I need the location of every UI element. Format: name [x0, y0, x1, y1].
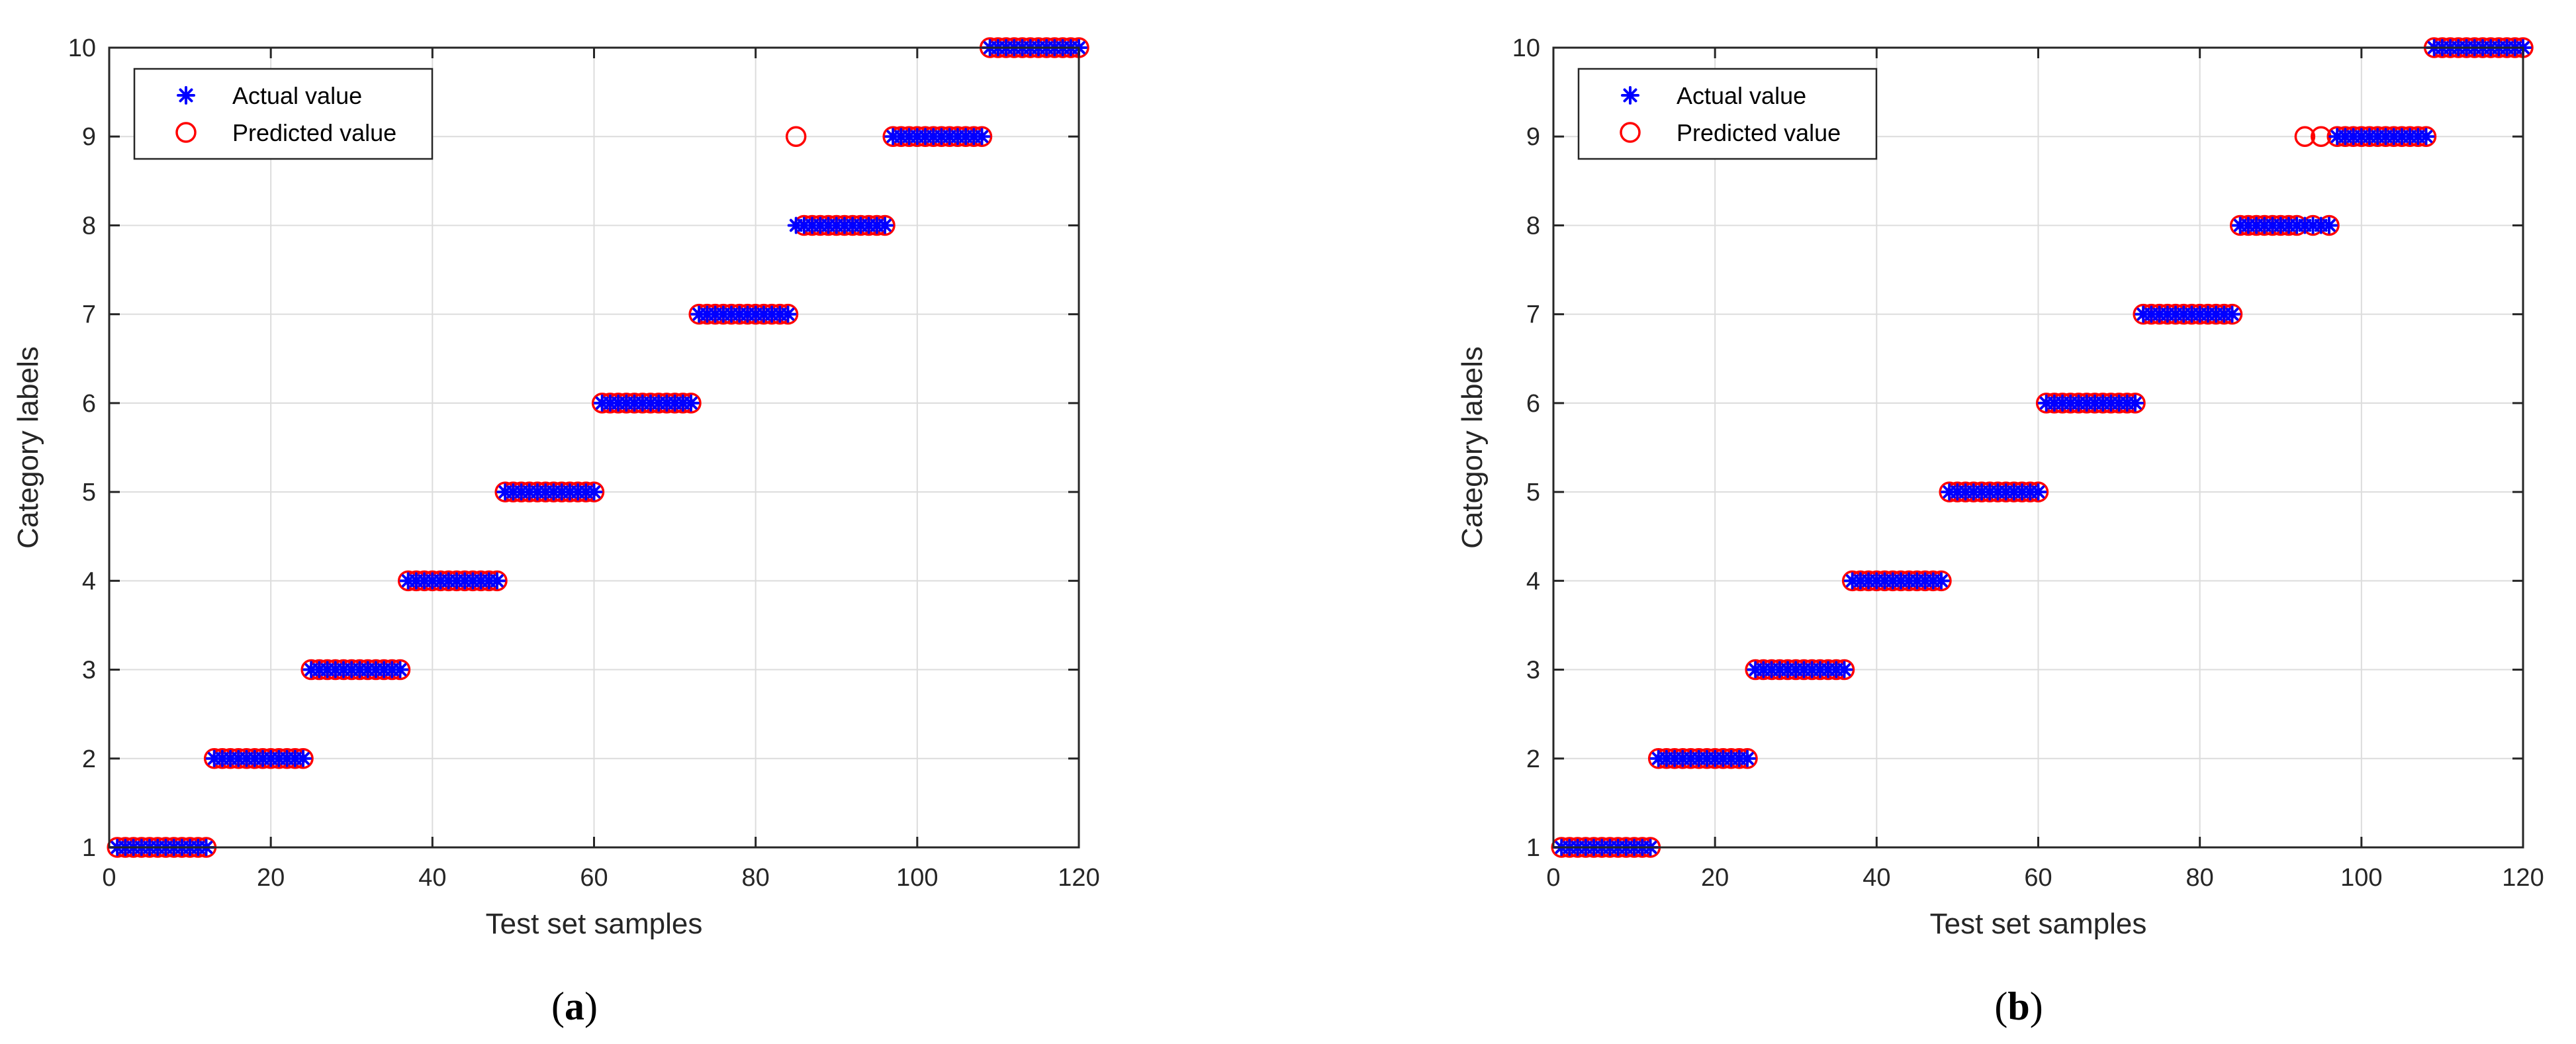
predicted-point — [2294, 126, 2316, 147]
legend-label: Actual value — [232, 82, 362, 109]
legend: Actual value Predicted value — [1577, 68, 1878, 160]
legend-marker-asterisk-icon — [1621, 86, 1639, 105]
y-axis-label: Category labels — [1456, 346, 1489, 549]
x-tick-label: 40 — [418, 864, 446, 892]
y-tick-label: 8 — [1526, 212, 1540, 240]
actual-point — [779, 305, 797, 323]
y-tick-label: 2 — [1526, 745, 1540, 773]
actual-point — [1933, 572, 1950, 590]
y-tick-label: 10 — [68, 34, 96, 62]
y-tick-label: 5 — [1526, 479, 1540, 506]
x-tick-label: 120 — [1058, 864, 1099, 892]
x-tick-label: 80 — [742, 864, 770, 892]
actual-point — [973, 128, 991, 146]
legend-box — [133, 68, 434, 160]
x-tick-label: 100 — [2340, 864, 2382, 892]
actual-point — [2029, 483, 2047, 501]
panel-caption: (b) — [1994, 984, 2043, 1028]
legend-marker-asterisk-icon — [177, 86, 195, 105]
x-tick-label: 0 — [102, 864, 116, 892]
actual-point — [1739, 749, 1756, 767]
actual-point — [876, 216, 894, 234]
actual-point — [2223, 305, 2241, 323]
x-axis-label: Test set samples — [486, 908, 703, 940]
y-tick-label: 4 — [1526, 567, 1540, 595]
actual-point — [2417, 128, 2435, 146]
actual-point — [391, 661, 409, 679]
y-tick-label: 8 — [82, 212, 96, 240]
y-tick-label: 3 — [82, 657, 96, 685]
legend-marker-circle-icon — [175, 122, 197, 143]
y-tick-label: 9 — [1526, 123, 1540, 151]
x-tick-label: 20 — [257, 864, 285, 892]
actual-point — [488, 572, 506, 590]
y-tick-label: 3 — [1526, 657, 1540, 685]
legend: Actual value Predicted value — [133, 68, 434, 160]
x-tick-label: 80 — [2186, 864, 2214, 892]
y-tick-label: 1 — [1526, 834, 1540, 862]
y-tick-label: 10 — [1512, 34, 1540, 62]
actual-point — [295, 749, 312, 767]
legend-label: Predicted value — [232, 119, 396, 146]
legend-marker-circle-icon — [1620, 122, 1641, 143]
y-tick-label: 9 — [82, 123, 96, 151]
y-tick-label: 6 — [1526, 390, 1540, 418]
x-tick-label: 40 — [1863, 864, 1890, 892]
legend-box — [1577, 68, 1878, 160]
actual-point — [682, 394, 700, 412]
y-tick-label: 4 — [82, 567, 96, 595]
actual-point — [2321, 216, 2338, 234]
x-axis-label: Test set samples — [1930, 908, 2147, 940]
legend-label: Predicted value — [1677, 119, 1841, 146]
y-tick-label: 1 — [82, 834, 96, 862]
predicted-point — [785, 126, 807, 147]
x-tick-label: 60 — [580, 864, 608, 892]
x-tick-label: 100 — [896, 864, 938, 892]
panel-caption: (a) — [551, 984, 598, 1028]
chart-panel-a: 0 20 40 60 80 100 120 1 2 3 4 5 6 7 8 9 10 Test set sampl… — [12, 34, 1100, 1028]
x-tick-label: 120 — [2502, 864, 2544, 892]
chart-panel-b: 0 20 40 60 80 100 120 1 2 3 4 5 6 7 8 9 10 Test set sampl… — [1456, 34, 2544, 1028]
y-tick-label: 7 — [82, 301, 96, 329]
legend-label: Actual value — [1677, 82, 1806, 109]
actual-point — [585, 483, 603, 501]
y-tick-label: 7 — [1526, 301, 1540, 329]
actual-point — [1835, 661, 1853, 679]
x-tick-label: 60 — [2024, 864, 2052, 892]
x-tick-label: 20 — [1701, 864, 1729, 892]
y-tick-label: 2 — [82, 745, 96, 773]
y-axis-label: Category labels — [12, 346, 44, 549]
y-tick-label: 5 — [82, 479, 96, 506]
actual-point — [2127, 394, 2144, 412]
x-tick-label: 0 — [1546, 864, 1560, 892]
y-tick-label: 6 — [82, 390, 96, 418]
